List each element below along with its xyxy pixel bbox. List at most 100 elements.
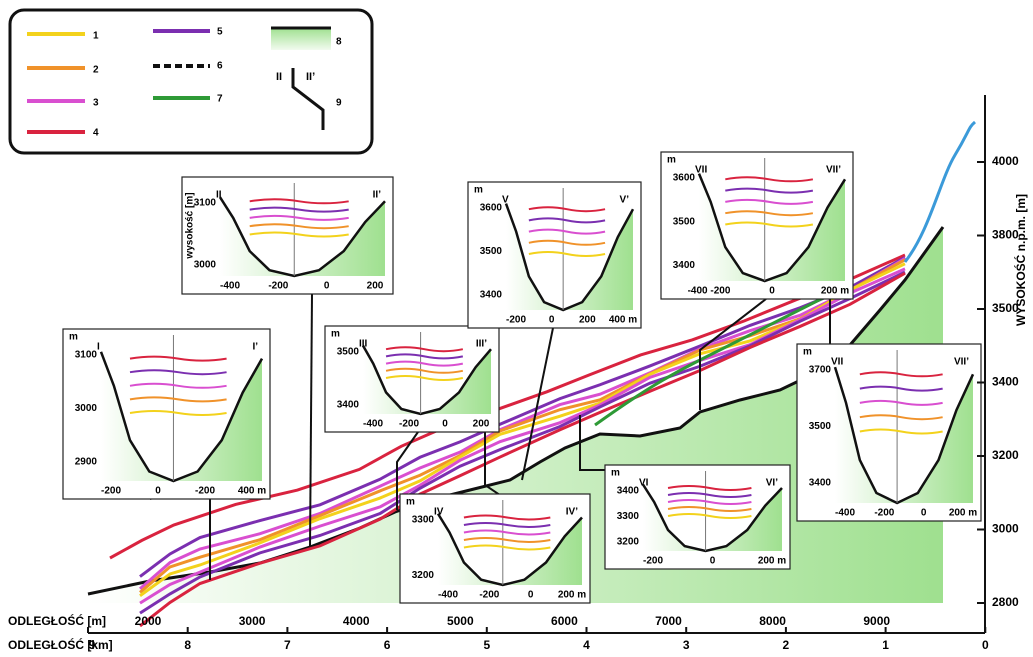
inset-terrain	[101, 351, 262, 481]
inset-terrain	[220, 197, 385, 276]
inset-left: VI	[639, 478, 649, 489]
inset-surface	[385, 367, 464, 374]
inset-surface	[725, 210, 814, 217]
inset-x-tick: 0	[710, 556, 716, 567]
inset-right: II’	[373, 190, 382, 201]
legend-swatch	[271, 28, 331, 50]
inset-x-tick: -400	[438, 590, 458, 601]
x-tick-label: 8000	[759, 614, 786, 628]
inset-surface	[725, 187, 814, 194]
upper-surface	[903, 120, 977, 263]
inset-y-tick: 3200	[617, 537, 640, 548]
inset-x-tick: -400	[835, 508, 855, 519]
inset-surface	[129, 382, 227, 389]
x-axis-label: ODLEGŁOŚĆ [km]	[8, 637, 113, 652]
inset-y-tick: 3000	[194, 260, 217, 271]
section-line	[309, 293, 313, 548]
legend-label: 2	[93, 65, 99, 76]
inset-x-tick: 0	[549, 315, 555, 326]
inset-terrain	[438, 513, 582, 585]
inset-surface	[667, 513, 752, 519]
y-axis-label: WYSOKOŚĆ n.p.m. [m]	[1013, 194, 1028, 326]
x-tick-label: 1	[882, 638, 889, 652]
inset-surface	[725, 176, 814, 183]
inset-surface	[667, 506, 752, 512]
inset-left: II	[216, 190, 222, 201]
inset-x-tick: -200	[195, 486, 215, 497]
inset-x-tick: -400	[220, 281, 240, 292]
inset-right: VI’	[766, 478, 778, 489]
inset-right: III’	[476, 339, 487, 350]
inset-y-tick: 2900	[75, 457, 98, 468]
inset-left: III	[359, 339, 368, 350]
inset-surface	[463, 529, 551, 536]
x-tick-label: 2000	[135, 614, 162, 628]
inset-surface	[385, 375, 464, 381]
inset-terrain	[835, 367, 973, 503]
inset-x-tick: -400 -200	[688, 286, 731, 297]
x-tick-label: 9000	[863, 614, 890, 628]
inset-x-tick: 200 m	[758, 556, 786, 567]
inset-y-tick: 3100	[75, 350, 98, 361]
inset-y-tick: 3500	[480, 246, 503, 257]
inset-terrain	[643, 484, 782, 551]
inset-unit: m	[611, 468, 620, 479]
x-tick-label: 2	[783, 638, 790, 652]
inset-left: VII	[831, 357, 843, 368]
inset-surface	[859, 371, 943, 378]
legend-label: 6	[217, 61, 223, 72]
section-line	[396, 431, 419, 510]
x-axis-label: ODLEGŁOŚĆ [m]	[8, 613, 106, 628]
inset-surface	[129, 410, 227, 416]
inset-x-tick: 400 m	[609, 315, 637, 326]
inset-y-tick: 3400	[617, 486, 640, 497]
inset-surface	[249, 223, 349, 230]
inset-x-tick: 0	[442, 419, 448, 430]
inset-y-tick: 3200	[412, 570, 435, 581]
inset-x-tick: 200	[579, 315, 596, 326]
inset-surface	[249, 198, 349, 205]
inset-y-tick: 3000	[75, 403, 98, 414]
surface-line	[139, 258, 906, 594]
y-tick-label: 3400	[992, 375, 1019, 389]
inset-unit: m	[667, 155, 676, 166]
inset-y-tick: 3600	[673, 173, 696, 184]
inset-surface	[249, 214, 349, 221]
inset-surface	[859, 428, 943, 435]
inset-surface	[129, 396, 227, 403]
inset-right: VII’	[826, 165, 841, 176]
inset-y-tick: 3500	[809, 421, 832, 432]
inset-y-tick: 3500	[337, 347, 360, 358]
inset-x-tick: -200	[479, 590, 499, 601]
inset-y-tick: 3300	[617, 511, 640, 522]
inset-surface	[385, 346, 464, 353]
legend-label: 9	[336, 98, 342, 109]
inset-right: VII’	[954, 357, 969, 368]
legend-labels: 1 2 3 4 5 6 7 8 9	[93, 27, 342, 139]
inset-y-tick: 3400	[337, 399, 360, 410]
inset-surface	[463, 514, 551, 521]
inset-y-tick: 3600	[480, 203, 503, 214]
x-tick-label: 4	[583, 638, 590, 652]
inset-right: I’	[252, 342, 258, 353]
inset-terrain	[363, 345, 491, 414]
inset-terrain	[699, 173, 845, 281]
section-line	[521, 327, 554, 481]
y-tick-label: 4000	[992, 154, 1019, 168]
x-tick-label: 5	[483, 638, 490, 652]
x-tick-label: 3000	[239, 614, 266, 628]
x-tick-label: 7000	[655, 614, 682, 628]
inset-surface	[725, 198, 814, 205]
inset-surface	[528, 206, 606, 213]
inset-x-tick: 200	[473, 419, 490, 430]
x-tick-label: 6000	[551, 614, 578, 628]
legend-label: 8	[336, 37, 342, 48]
legend-label: 5	[217, 27, 223, 38]
y-tick-label: 3000	[992, 522, 1019, 536]
inset-x-tick: -400	[363, 419, 383, 430]
y-tick-label: 3500	[992, 301, 1019, 315]
inset-x-tick: 0	[528, 590, 534, 601]
y-tick-label: 2800	[992, 595, 1019, 609]
